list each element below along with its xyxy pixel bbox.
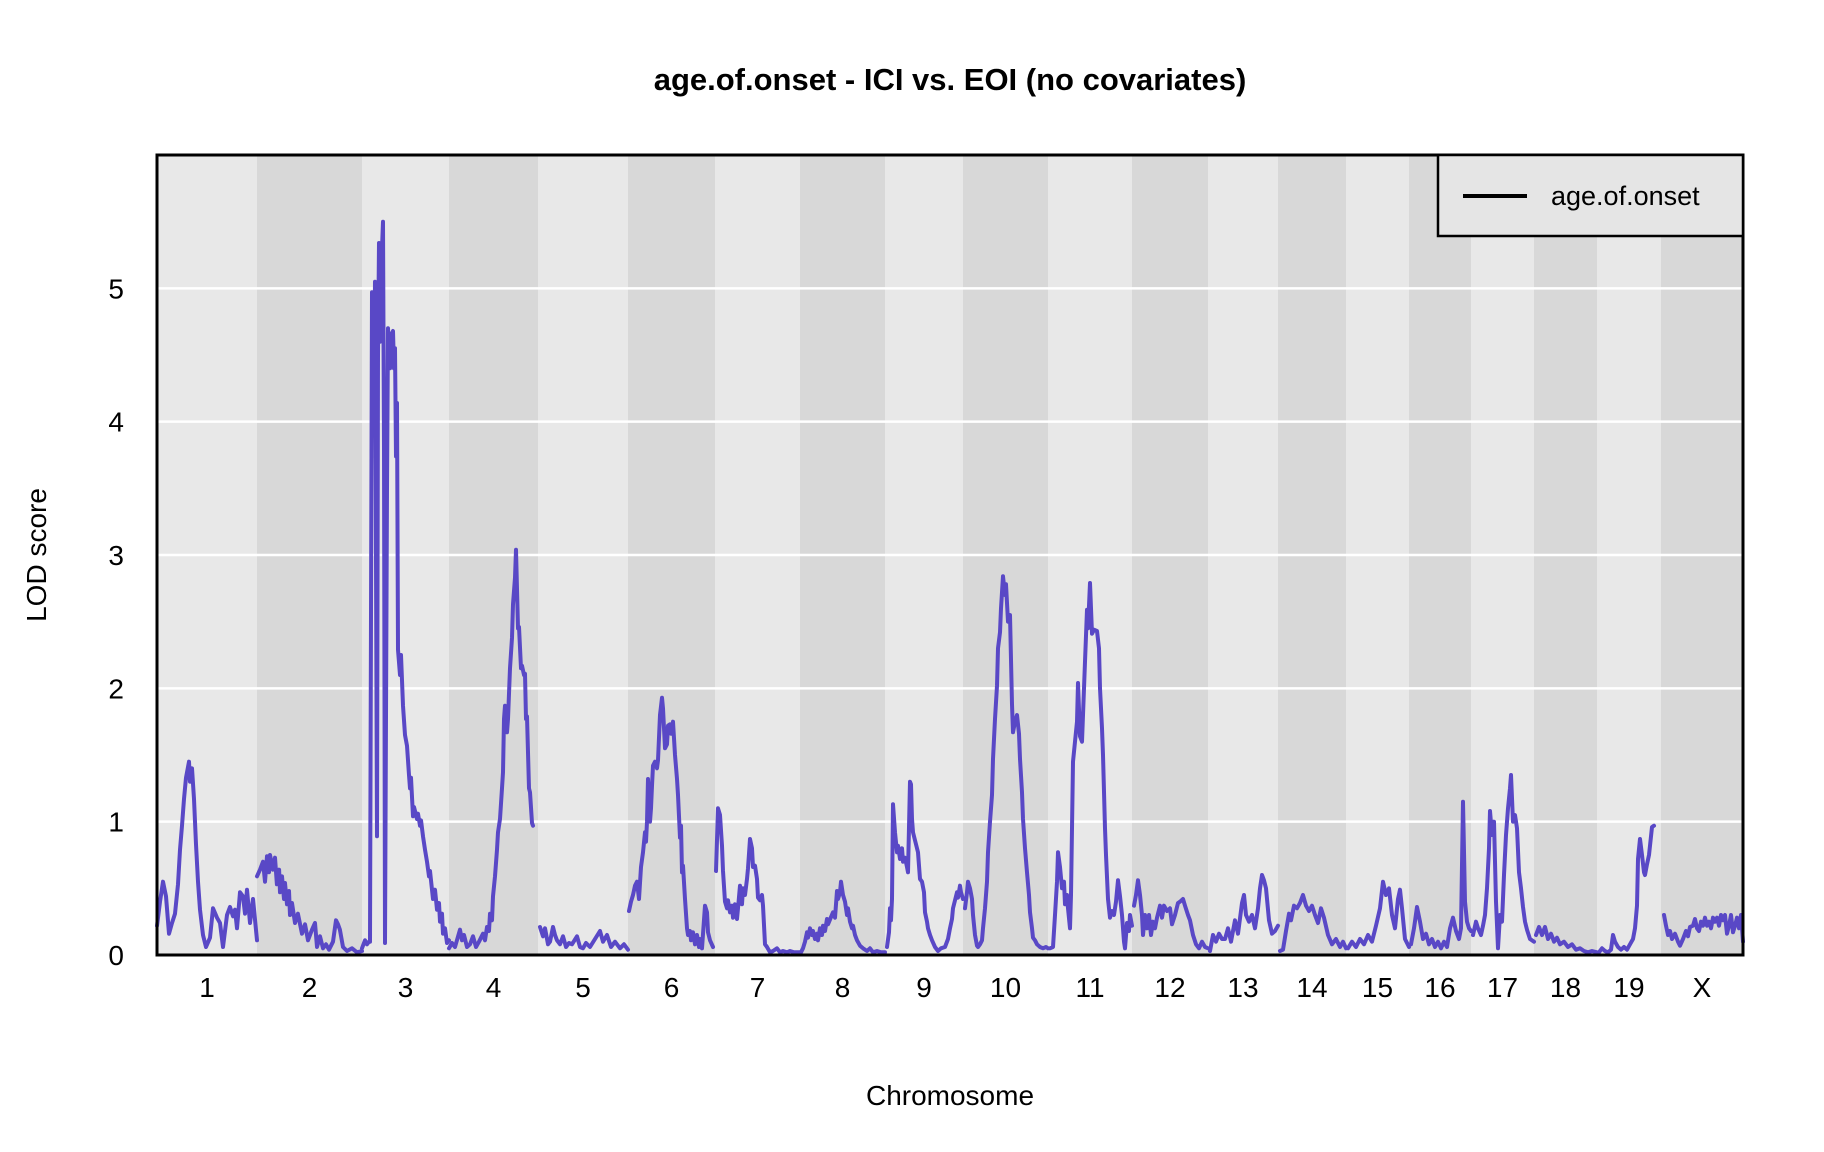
x-tick-label-8: 8 bbox=[835, 972, 851, 1003]
x-tick-label-6: 6 bbox=[664, 972, 680, 1003]
x-tick-label-1: 1 bbox=[199, 972, 215, 1003]
x-tick-label-14: 14 bbox=[1296, 972, 1327, 1003]
y-axis-title: LOD score bbox=[21, 488, 52, 622]
x-tick-label-13: 13 bbox=[1227, 972, 1258, 1003]
x-tick-label-2: 2 bbox=[302, 972, 318, 1003]
x-axis-tick-labels: 1 2 3 4 5 6 7 8 9 10 11 12 13 14 15 16 17 18 19 X bbox=[199, 972, 1711, 1003]
y-tick-label-1: 1 bbox=[108, 807, 124, 838]
y-tick-label-4: 4 bbox=[108, 407, 124, 438]
lod-curve-chr-9 bbox=[885, 779, 965, 953]
lod-curve-chr-8 bbox=[799, 879, 887, 955]
lod-curves bbox=[155, 219, 1745, 955]
x-tick-label-19: 19 bbox=[1613, 972, 1644, 1003]
x-axis-title: Chromosome bbox=[866, 1080, 1034, 1111]
lod-curve-chr-12 bbox=[1132, 878, 1210, 951]
lod-curve-chr-10 bbox=[963, 574, 1050, 951]
legend-series-label: age.of.onset bbox=[1551, 181, 1700, 211]
x-tick-label-16: 16 bbox=[1424, 972, 1455, 1003]
x-tick-label-X: X bbox=[1693, 972, 1712, 1003]
lod-curve-chr-3 bbox=[360, 219, 451, 951]
lod-curve-chr-14 bbox=[1278, 893, 1348, 953]
lod-curve-chr-X bbox=[1662, 913, 1745, 948]
lod-curve-chr-6 bbox=[627, 695, 715, 951]
lod-curve-chr-15 bbox=[1346, 879, 1411, 951]
x-tick-label-12: 12 bbox=[1154, 972, 1185, 1003]
lod-curve-chr-18 bbox=[1534, 925, 1599, 955]
lod-curve-chr-11 bbox=[1048, 581, 1134, 951]
plot-border bbox=[155, 153, 1745, 957]
y-tick-label-2: 2 bbox=[108, 673, 124, 704]
y-tick-label-0: 0 bbox=[108, 940, 124, 971]
y-tick-label-5: 5 bbox=[108, 273, 124, 304]
x-tick-label-10: 10 bbox=[990, 972, 1021, 1003]
y-tick-label-3: 3 bbox=[108, 540, 124, 571]
lod-curve-chr-4 bbox=[447, 547, 535, 951]
x-tick-label-17: 17 bbox=[1487, 972, 1518, 1003]
lod-curve-chr-2 bbox=[255, 853, 364, 955]
lod-curve-chr-5 bbox=[538, 925, 630, 952]
x-tick-label-3: 3 bbox=[398, 972, 414, 1003]
x-tick-label-18: 18 bbox=[1550, 972, 1581, 1003]
x-tick-label-11: 11 bbox=[1075, 972, 1104, 1003]
lod-curve-chr-13 bbox=[1208, 873, 1280, 953]
lod-curve-chr-1 bbox=[155, 759, 259, 949]
y-axis-tick-labels: 0 1 2 3 4 5 bbox=[108, 273, 124, 971]
chart-title: age.of.onset - ICI vs. EOI (no covariate… bbox=[654, 62, 1247, 97]
lod-curve-chr-19 bbox=[1597, 823, 1656, 955]
x-tick-label-4: 4 bbox=[486, 972, 502, 1003]
legend: age.of.onset bbox=[1436, 153, 1745, 238]
x-tick-label-15: 15 bbox=[1362, 972, 1393, 1003]
x-tick-label-9: 9 bbox=[916, 972, 932, 1003]
lod-curve-chr-7 bbox=[714, 806, 802, 955]
lod-curve-chr-17 bbox=[1471, 773, 1536, 951]
lod-curve-chr-16 bbox=[1409, 799, 1473, 951]
x-tick-label-7: 7 bbox=[750, 972, 766, 1003]
x-tick-label-5: 5 bbox=[575, 972, 591, 1003]
